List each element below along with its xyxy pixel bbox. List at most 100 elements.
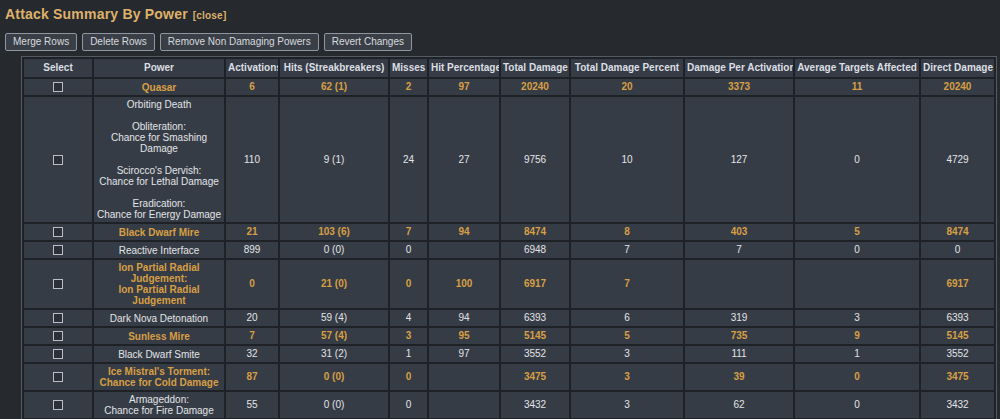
cell-hit-pct: [429, 392, 499, 418]
cell-avg-targets: 0: [795, 392, 919, 418]
column-header-damage-per-activation: Damage Per Activation: [685, 59, 793, 77]
table-row: Orbiting Death Obliteration: Chance for …: [24, 97, 994, 222]
cell-avg-targets: 0: [795, 364, 919, 390]
cell-direct-damage: 0: [921, 242, 994, 258]
toolbar: Merge Rows Delete Rows Remove Non Damaging…: [5, 31, 1000, 51]
power-name-cell: Orbiting Death Obliteration: Chance for …: [94, 97, 224, 222]
cell-activations: 110: [226, 97, 278, 222]
close-link[interactable]: [close]: [193, 10, 227, 21]
column-header-activations: Activations: [226, 59, 278, 77]
row-select-checkbox[interactable]: [53, 313, 63, 323]
cell-total-damage-pct: 3: [571, 364, 683, 390]
cell-misses: 3: [390, 328, 427, 344]
cell-total-damage: 3475: [501, 364, 569, 390]
row-select-checkbox[interactable]: [53, 331, 63, 341]
cell-activations: 87: [226, 364, 278, 390]
cell-damage-per-activation: 403: [685, 224, 793, 240]
delete-rows-button[interactable]: Delete Rows: [82, 33, 155, 51]
cell-misses: 2: [390, 79, 427, 95]
row-select-cell: [24, 242, 92, 258]
cell-total-damage: 8474: [501, 224, 569, 240]
cell-total-damage: 5145: [501, 328, 569, 344]
row-select-cell: [24, 364, 92, 390]
cell-damage-per-activation: 319: [685, 310, 793, 326]
cell-hits: 21 (0): [280, 260, 388, 308]
cell-total-damage-pct: 10: [571, 97, 683, 222]
cell-avg-targets: 5: [795, 224, 919, 240]
cell-direct-damage: 20240: [921, 79, 994, 95]
cell-direct-damage: 8474: [921, 224, 994, 240]
table-header-row: Select Power Activations Hits (Streakbre…: [24, 59, 994, 77]
cell-direct-damage: 4729: [921, 97, 994, 222]
cell-activations: 0: [226, 260, 278, 308]
cell-hit-pct: 97: [429, 79, 499, 95]
cell-activations: 21: [226, 224, 278, 240]
power-name-cell: Black Dwarf Mire: [94, 224, 224, 240]
cell-damage-per-activation: 7: [685, 242, 793, 258]
table-row: Ion Partial Radial Judgement: Ion Partia…: [24, 260, 994, 308]
cell-total-damage-pct: 7: [571, 242, 683, 258]
cell-activations: 55: [226, 392, 278, 418]
cell-damage-per-activation: 39: [685, 364, 793, 390]
cell-direct-damage: 6917: [921, 260, 994, 308]
attack-summary-table: Select Power Activations Hits (Streakbre…: [21, 56, 997, 419]
revert-changes-button[interactable]: Revert Changes: [324, 33, 412, 51]
cell-direct-damage: 3432: [921, 392, 994, 418]
merge-rows-button[interactable]: Merge Rows: [5, 33, 77, 51]
cell-damage-per-activation: 735: [685, 328, 793, 344]
remove-non-damaging-powers-button[interactable]: Remove Non Damaging Powers: [160, 33, 319, 51]
cell-hit-pct: 100: [429, 260, 499, 308]
table-row: Armageddon: Chance for Fire Damage550 (0…: [24, 392, 994, 418]
cell-avg-targets: 0: [795, 242, 919, 258]
page-title: Attack Summary By Power [close]: [5, 6, 1000, 22]
table-row: Black Dwarf Smite3231 (2)197355231111355…: [24, 346, 994, 362]
attack-table-body: Quasar662 (1)297202402033731120240Orbiti…: [24, 79, 994, 419]
row-select-cell: [24, 97, 92, 222]
power-name-cell: Black Dwarf Smite: [94, 346, 224, 362]
cell-total-damage-pct: 6: [571, 310, 683, 326]
row-select-checkbox[interactable]: [53, 400, 63, 410]
page-title-text: Attack Summary By Power: [5, 6, 188, 22]
row-select-checkbox[interactable]: [53, 155, 63, 165]
cell-damage-per-activation: 111: [685, 346, 793, 362]
cell-hit-pct: 27: [429, 97, 499, 222]
cell-total-damage-pct: 5: [571, 328, 683, 344]
cell-activations: 32: [226, 346, 278, 362]
table-row: Ice Mistral's Torment: Chance for Cold D…: [24, 364, 994, 390]
table-row: Black Dwarf Mire21103 (6)794847484035847…: [24, 224, 994, 240]
cell-avg-targets: 3: [795, 310, 919, 326]
row-select-checkbox[interactable]: [53, 82, 63, 92]
cell-misses: 0: [390, 260, 427, 308]
cell-damage-per-activation: 3373: [685, 79, 793, 95]
cell-total-damage: 9756: [501, 97, 569, 222]
cell-direct-damage: 6393: [921, 310, 994, 326]
cell-hits: 9 (1): [280, 97, 388, 222]
column-header-power: Power: [94, 59, 224, 77]
cell-direct-damage: 3552: [921, 346, 994, 362]
cell-total-damage: 6393: [501, 310, 569, 326]
cell-total-damage-pct: 8: [571, 224, 683, 240]
cell-total-damage: 3432: [501, 392, 569, 418]
cell-misses: 7: [390, 224, 427, 240]
cell-avg-targets: 0: [795, 97, 919, 222]
cell-hits: 62 (1): [280, 79, 388, 95]
cell-misses: 1: [390, 346, 427, 362]
cell-misses: 0: [390, 392, 427, 418]
cell-total-damage-pct: 7: [571, 260, 683, 308]
cell-avg-targets: 1: [795, 346, 919, 362]
power-name-cell: Reactive Interface: [94, 242, 224, 258]
cell-hit-pct: [429, 364, 499, 390]
row-select-checkbox[interactable]: [53, 245, 63, 255]
cell-total-damage-pct: 3: [571, 346, 683, 362]
cell-avg-targets: [795, 260, 919, 308]
cell-hit-pct: 95: [429, 328, 499, 344]
cell-hits: 103 (6): [280, 224, 388, 240]
row-select-checkbox[interactable]: [53, 349, 63, 359]
row-select-checkbox[interactable]: [53, 279, 63, 289]
cell-hits: 57 (4): [280, 328, 388, 344]
cell-misses: 4: [390, 310, 427, 326]
cell-hit-pct: 97: [429, 346, 499, 362]
row-select-checkbox[interactable]: [53, 372, 63, 382]
row-select-checkbox[interactable]: [53, 227, 63, 237]
row-select-cell: [24, 310, 92, 326]
